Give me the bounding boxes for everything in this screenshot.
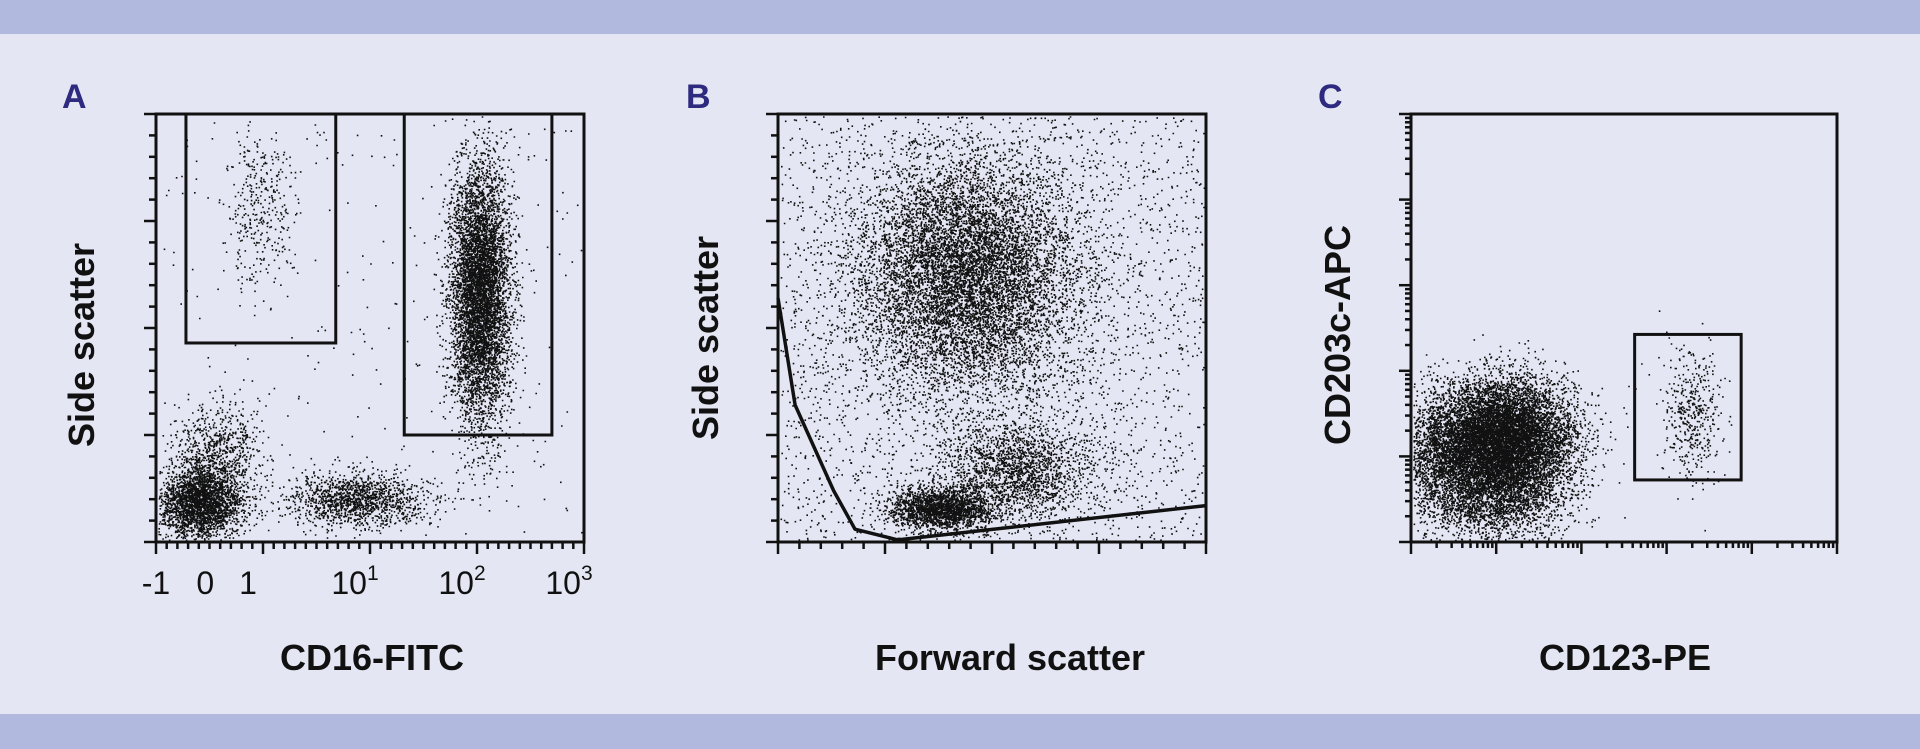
x-axis-title: CD123-PE [1539, 637, 1711, 678]
tick-exponent: 1 [367, 562, 379, 585]
tick-exponent: 2 [474, 562, 486, 585]
plot-frame [1409, 112, 1839, 544]
x-tick-label: 1 [239, 565, 257, 601]
axis-ticks [144, 112, 586, 554]
x-tick-label: 103 [545, 562, 592, 601]
scatter-point-cloud [780, 116, 1206, 542]
panel-b: B Side scatter Forward scatter [685, 78, 1208, 678]
scatter-points [1413, 310, 1743, 542]
y-axis-title: Side scatter [685, 236, 726, 440]
y-axis-title: Side scatter [61, 243, 102, 447]
x-tick-label: 0 [196, 565, 214, 601]
panel-letter: A [62, 78, 87, 116]
gates [1633, 332, 1743, 482]
scatter-points [780, 116, 1206, 542]
x-tick-labels: -1 0 1 101 102 103 [142, 562, 593, 601]
panel-letter: B [686, 78, 711, 116]
x-axis-title: Forward scatter [875, 637, 1145, 678]
top-band [0, 0, 1920, 34]
x-axis-title: CD16-FITC [280, 637, 464, 678]
axis-ticks [1399, 112, 1839, 554]
scatter-point-cloud [158, 116, 583, 542]
panel-c: C CD203c-APC CD123-PE [1317, 78, 1839, 678]
x-tick-label: 101 [331, 562, 378, 601]
scatter-points [158, 116, 583, 542]
y-axis-title: CD203c-APC [1317, 225, 1358, 445]
panel-letter: C [1318, 78, 1343, 116]
gate-polygon [776, 297, 1207, 542]
axis-ticks [766, 112, 1208, 554]
x-tick-label: -1 [142, 565, 170, 601]
panel-a: A Side scatter CD16-FITC -1 0 1 101 102 103 [61, 78, 593, 678]
x-tick-label: 102 [438, 562, 485, 601]
bottom-band [0, 714, 1920, 749]
gate-rect-1 [184, 112, 338, 345]
gates [776, 297, 1207, 542]
scatter-point-cloud [1413, 310, 1743, 542]
tick-exponent: 3 [581, 562, 593, 585]
gate-rect-1 [1633, 332, 1743, 482]
